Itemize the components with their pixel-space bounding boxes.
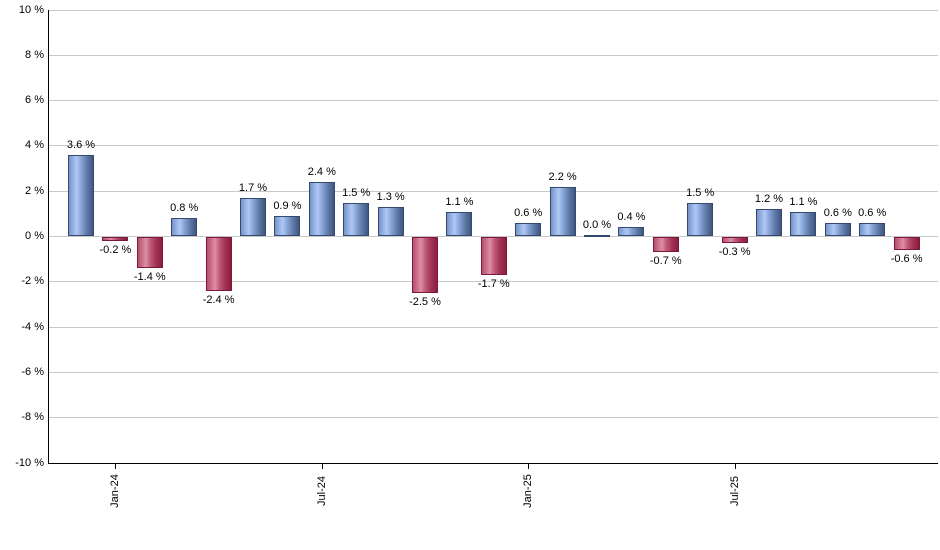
- gridline-2pct: [49, 190, 938, 192]
- bar-value-label: 1.1 %: [445, 195, 474, 208]
- bar-Sep-25: [790, 211, 817, 237]
- bar-Oct-24: [412, 236, 438, 294]
- bar-Feb-25: [549, 186, 576, 237]
- bar-Jul-25: [721, 236, 748, 244]
- bar-value-label: -2.5 %: [409, 296, 441, 309]
- bar-value-label: 0.9 %: [273, 200, 302, 213]
- bar-value-label: -2.4 %: [202, 293, 235, 306]
- bar-value-label: 0.6 %: [858, 206, 887, 219]
- gridline--8pct: [49, 417, 938, 419]
- y-axis-line: [48, 10, 49, 463]
- y-axis-label: 8 %: [25, 48, 44, 61]
- bar-value-label: 0.0 %: [582, 219, 612, 231]
- gridline-10pct: [49, 9, 938, 11]
- bar-value-label: 2.2 %: [548, 170, 577, 183]
- bar-value-label: -0.7 %: [649, 255, 682, 268]
- gridline-4pct: [49, 145, 938, 147]
- bar-Oct-25: [824, 222, 851, 237]
- gridline-8pct: [49, 54, 938, 56]
- bar-Dec-25: [893, 236, 920, 251]
- y-axis-label: -10 %: [15, 456, 44, 469]
- bar-value-label: -0.3 %: [718, 246, 751, 259]
- bar-value-label: 0.8 %: [170, 202, 199, 215]
- bar-value-label: -1.7 %: [477, 278, 510, 290]
- bar-Jan-25: [515, 222, 542, 237]
- y-axis-label: 4 %: [25, 139, 44, 152]
- bar-Jun-25: [687, 202, 714, 237]
- bar-Mar-25: [584, 235, 610, 237]
- bar-value-label: 1.3 %: [376, 191, 405, 204]
- bar-Mar-24: [171, 218, 198, 237]
- bar-value-label: 1.1 %: [789, 195, 818, 208]
- bar-value-label: 3.6 %: [66, 138, 96, 151]
- x-axis-tick-label: Jan-24: [109, 474, 122, 508]
- x-axis-tick-label: Jan-25: [522, 474, 535, 508]
- x-axis-tick: [528, 463, 530, 469]
- y-axis-label: -4 %: [21, 320, 44, 333]
- bar-Jan-24: [102, 236, 129, 242]
- bar-Nov-24: [446, 211, 473, 237]
- bar-Jun-24: [274, 216, 301, 237]
- x-axis-tick-label: Jul-25: [728, 476, 741, 506]
- x-axis-tick: [734, 463, 736, 469]
- bar-Aug-25: [756, 209, 782, 237]
- bar-Feb-24: [136, 236, 163, 269]
- bar-Apr-24: [205, 236, 232, 291]
- bar-Aug-24: [343, 202, 370, 237]
- bar-Nov-25: [859, 222, 886, 237]
- bar-value-label: 1.5 %: [342, 186, 371, 199]
- bar-value-label: 1.5 %: [686, 186, 715, 199]
- gridline--2pct: [49, 281, 938, 283]
- y-axis-label: 0 %: [25, 230, 44, 242]
- bar-value-label: 2.4 %: [307, 166, 336, 179]
- gridline--4pct: [49, 326, 938, 328]
- x-axis-tick: [321, 463, 323, 469]
- bar-value-label: 1.2 %: [754, 193, 784, 206]
- y-axis-label: 6 %: [25, 94, 44, 107]
- bar-value-label: 0.6 %: [514, 206, 543, 219]
- bar-value-label: -0.2 %: [99, 244, 132, 257]
- bar-value-label: 0.6 %: [823, 206, 852, 219]
- x-axis-line: [48, 463, 938, 464]
- bar-value-label: -1.4 %: [133, 271, 166, 284]
- x-axis-tick-label: Jul-24: [315, 476, 328, 506]
- bar-May-25: [652, 236, 679, 253]
- y-axis-label: 10 %: [18, 3, 44, 16]
- bar-Dec-24: [480, 236, 507, 275]
- x-axis-tick: [115, 463, 117, 469]
- bar-value-label: 1.7 %: [238, 181, 268, 194]
- y-axis-label: 2 %: [25, 184, 44, 197]
- bar-May-24: [240, 197, 266, 237]
- y-axis-label: -6 %: [21, 365, 44, 378]
- y-axis-label: -2 %: [21, 275, 44, 288]
- bar-Jul-24: [308, 182, 335, 237]
- bar-Apr-25: [618, 227, 645, 237]
- bar-value-label: -0.6 %: [890, 253, 923, 266]
- y-axis-label: -8 %: [21, 411, 44, 424]
- bar-Sep-24: [377, 207, 404, 237]
- bar-value-label: 0.4 %: [617, 211, 646, 224]
- bar-Dec-23: [68, 154, 94, 237]
- gridline-6pct: [49, 100, 938, 102]
- gridline--6pct: [49, 371, 938, 373]
